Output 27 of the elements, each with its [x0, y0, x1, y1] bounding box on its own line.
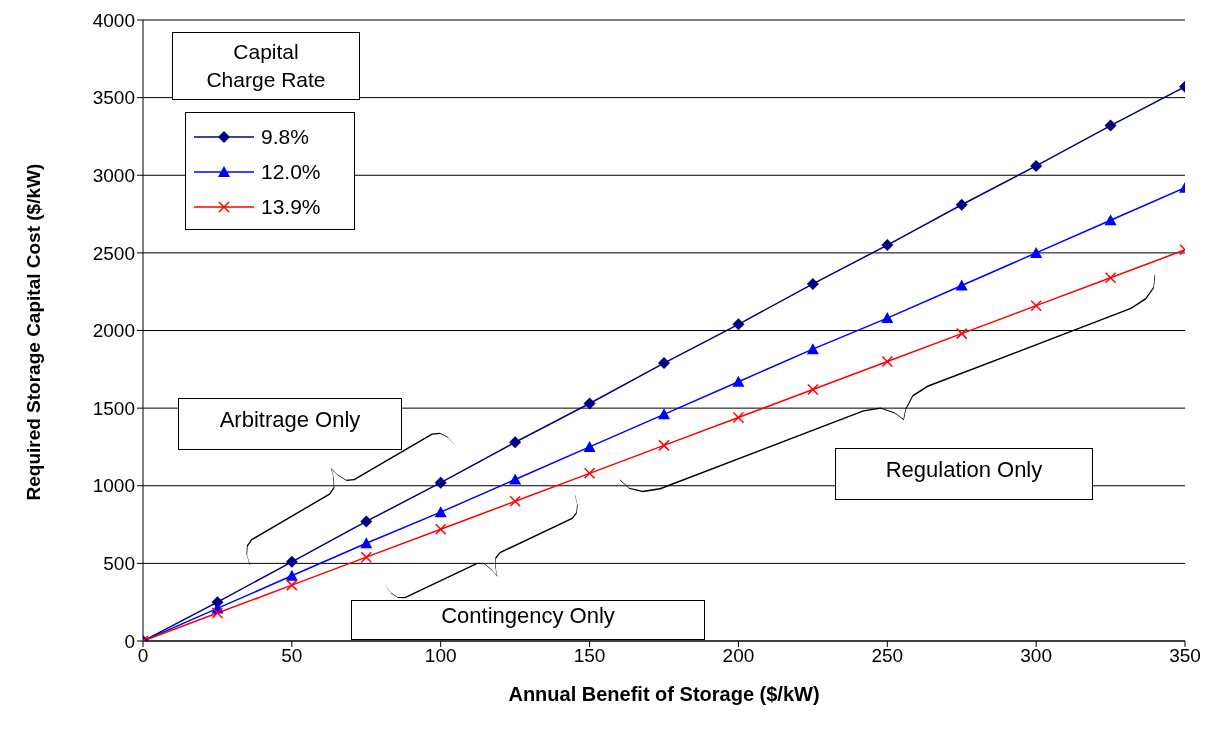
y-tick-label: 3000 [92, 164, 135, 186]
y-tick-label: 2500 [92, 242, 135, 264]
y-tick-label: 1500 [92, 397, 135, 419]
legend-label: 13.9% [261, 194, 321, 219]
x-tick-label: 50 [281, 645, 303, 667]
text-box: Contingency Only [351, 600, 705, 640]
legend-title-box: Capital Charge Rate [172, 32, 360, 100]
y-tick-label: 500 [103, 553, 135, 575]
x-tick-label: 350 [1169, 645, 1201, 667]
text-box: Regulation Only [835, 448, 1093, 500]
y-tick-label: 0 [124, 630, 135, 652]
x-tick-label: 100 [424, 645, 457, 667]
y-axis-title: Required Storage Capital Cost ($/kW) [22, 163, 44, 501]
text-box: Arbitrage Only [178, 398, 402, 450]
x-tick-label: 250 [871, 645, 904, 667]
y-tick-label: 4000 [92, 9, 135, 31]
y-tick-label: 2000 [92, 320, 135, 342]
x-axis-title: Annual Benefit of Storage ($/kW) [508, 683, 820, 705]
legend-label: 12.0% [261, 159, 321, 184]
x-tick-label: 200 [722, 645, 755, 667]
x-tick-label: 150 [573, 645, 606, 667]
y-tick-label: 1000 [92, 475, 135, 497]
x-tick-label: 0 [137, 645, 149, 667]
y-tick-label: 3500 [92, 87, 135, 109]
legend-title: Capital Charge Rate [205, 39, 327, 93]
x-tick-label: 300 [1020, 645, 1052, 667]
legend-label: 9.8% [261, 124, 309, 149]
